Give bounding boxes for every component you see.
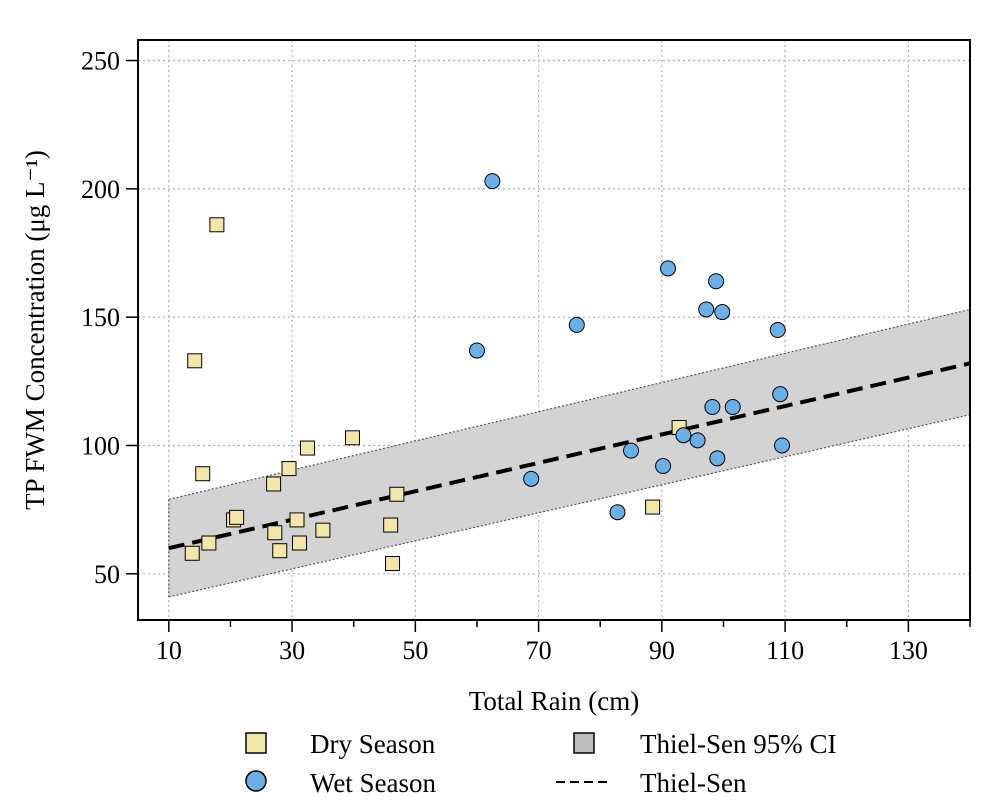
wet-season-point — [708, 273, 725, 290]
dry-season-point — [344, 430, 360, 446]
dry-season-point — [645, 499, 661, 515]
dry-season-point — [315, 522, 331, 538]
dry-season-point — [281, 461, 297, 477]
wet-season-point — [698, 301, 715, 318]
wet-season-point — [468, 342, 485, 359]
y-tick-label: 200 — [81, 175, 120, 204]
x-tick-label: 10 — [156, 636, 182, 665]
y-tick-label: 250 — [81, 47, 120, 76]
dry-season-point — [209, 217, 225, 233]
legend-wet-label: Wet Season — [310, 768, 437, 798]
wet-season-point — [484, 173, 501, 190]
wet-season-point — [772, 386, 789, 403]
dry-season-point — [289, 512, 305, 528]
legend: Dry Season Wet Season Thiel-Sen 95% CI T… — [245, 729, 836, 798]
wet-season-point — [655, 458, 672, 475]
wet-season-point — [689, 432, 706, 449]
y-tick-label: 100 — [81, 431, 120, 460]
x-axis-title: Total Rain (cm) — [469, 686, 640, 716]
x-tick-label: 110 — [766, 636, 804, 665]
dry-season-point — [383, 517, 399, 533]
points-layer — [184, 173, 791, 572]
wet-season-point — [568, 316, 585, 333]
dry-season-point — [272, 543, 288, 559]
legend-wet-swatch — [245, 770, 267, 792]
y-axis-title: TP FWM Concentration (μg L⁻¹) — [20, 150, 50, 510]
dry-season-point — [389, 486, 405, 502]
dry-season-point — [187, 353, 203, 369]
dry-season-point — [385, 556, 401, 572]
ci-band-layer — [168, 308, 971, 598]
dry-season-point — [229, 509, 245, 525]
wet-season-point — [623, 442, 640, 459]
dry-season-point — [195, 466, 211, 482]
thiel-sen-line — [168, 361, 971, 551]
wet-season-point — [709, 450, 726, 467]
wet-season-point — [724, 398, 741, 415]
legend-fit-label: Thiel-Sen — [640, 768, 747, 798]
wet-season-point — [523, 470, 540, 487]
y-tick-label: 150 — [81, 303, 120, 332]
legend-dry-label: Dry Season — [310, 729, 436, 759]
wet-season-point — [609, 504, 626, 521]
x-tick-label: 30 — [279, 636, 305, 665]
x-tick-label: 50 — [402, 636, 428, 665]
dry-season-point — [267, 525, 283, 541]
x-tick-label: 90 — [649, 636, 675, 665]
x-tick-label: 70 — [526, 636, 552, 665]
x-tick-label: 130 — [889, 636, 928, 665]
dry-season-point — [184, 545, 200, 561]
dry-season-point — [266, 476, 282, 492]
wet-season-point — [769, 322, 786, 338]
dry-season-point — [291, 535, 307, 551]
wet-season-point — [774, 437, 791, 454]
ci-band — [168, 309, 970, 597]
axis-ticks: 10 30 50 70 90 110 130 50 100 150 200 250 — [81, 47, 971, 665]
wet-season-point — [714, 304, 731, 321]
ci-upper-bound — [168, 308, 971, 500]
ci-lower-bound — [168, 414, 971, 598]
wet-season-point — [660, 260, 677, 277]
wet-season-point — [675, 427, 692, 444]
plot-frame — [137, 39, 971, 621]
dry-season-point — [299, 440, 315, 456]
fit-layer — [168, 361, 971, 551]
dry-season-point — [201, 535, 217, 551]
y-tick-label: 50 — [94, 560, 120, 589]
legend-dry-swatch — [245, 732, 267, 754]
wet-season-point — [704, 398, 721, 415]
legend-ci-label: Thiel-Sen 95% CI — [640, 729, 836, 759]
legend-ci-swatch — [573, 732, 595, 754]
